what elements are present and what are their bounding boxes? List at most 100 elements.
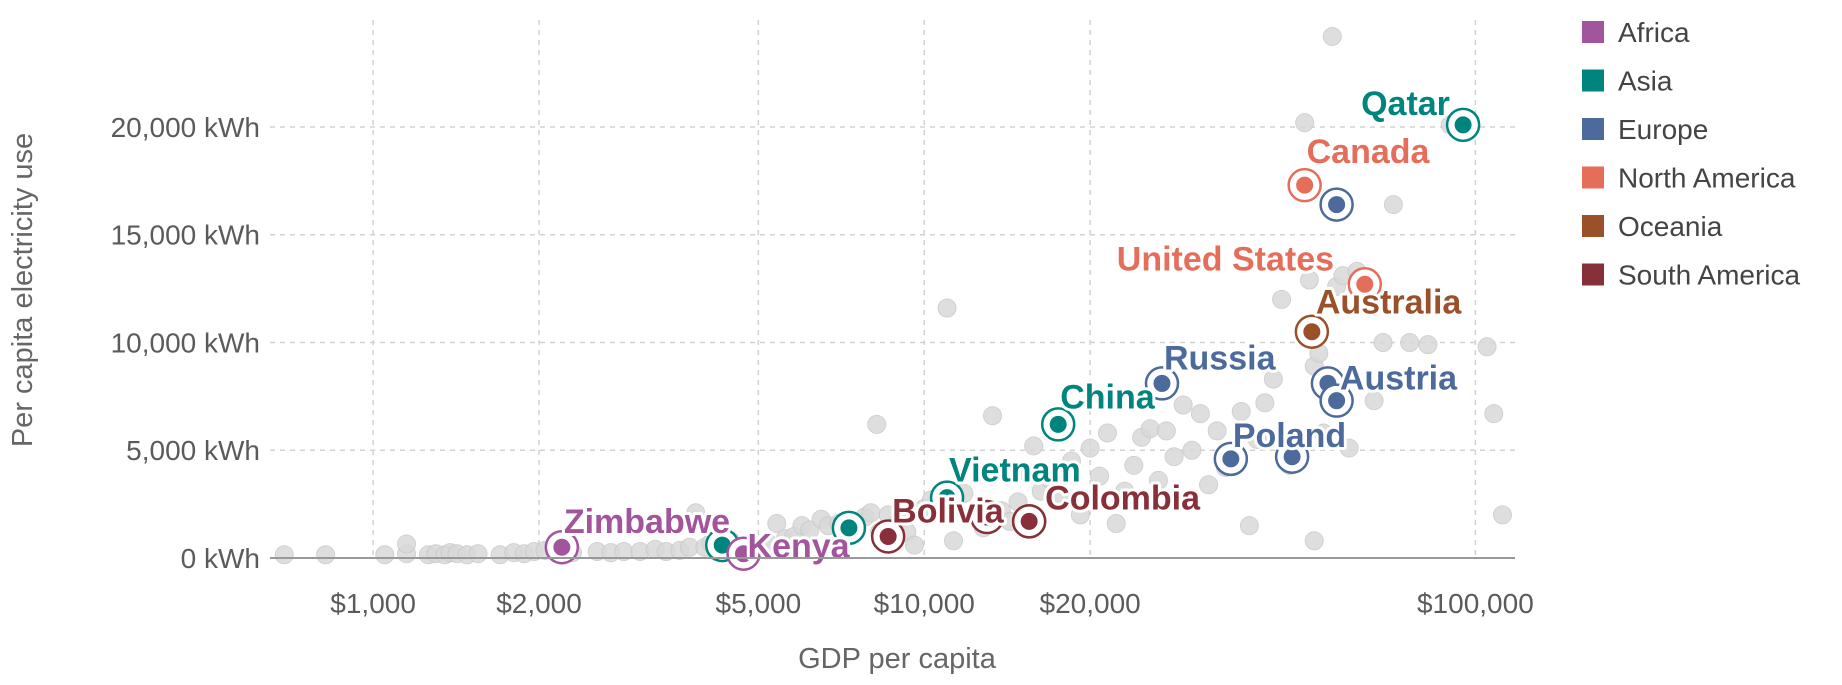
- legend-label: Africa: [1618, 17, 1690, 48]
- data-point-poland[interactable]: [1221, 449, 1241, 469]
- y-tick-label: 5,000 kWh: [126, 435, 260, 466]
- data-point-asia[interactable]: [839, 518, 859, 538]
- legend-swatch: [1582, 69, 1604, 92]
- data-point-europe[interactable]: [1282, 447, 1302, 467]
- data-point: [1080, 438, 1100, 458]
- point-label-kenya: Kenya: [748, 528, 851, 566]
- y-tick-label: 20,000 kWh: [111, 112, 260, 143]
- data-point: [274, 545, 294, 565]
- y-tick-label: 15,000 kWh: [111, 220, 260, 251]
- data-point: [1024, 436, 1044, 456]
- data-point: [1016, 462, 1036, 482]
- data-point-vietnam[interactable]: [937, 488, 957, 508]
- data-point-china[interactable]: [1048, 414, 1068, 434]
- data-point: [316, 545, 336, 565]
- data-point: [1272, 289, 1292, 309]
- data-point-australia[interactable]: [1302, 322, 1322, 342]
- data-point-bolivia[interactable]: [878, 526, 898, 546]
- data-point: [1493, 505, 1513, 525]
- x-tick-label: $2,000: [496, 588, 582, 619]
- data-point: [1313, 423, 1333, 443]
- data-point: [1295, 113, 1315, 133]
- y-tick-label: 10,000 kWh: [111, 327, 260, 358]
- data-point: [904, 535, 924, 555]
- point-label-austria: Austria: [1340, 359, 1458, 397]
- data-point-canada[interactable]: [1295, 175, 1315, 195]
- data-point: [468, 544, 488, 564]
- point-label-russia: Russia: [1164, 339, 1277, 377]
- data-point-colombia[interactable]: [1019, 511, 1039, 531]
- data-point: [1207, 421, 1227, 441]
- point-label-poland: Poland: [1233, 417, 1346, 455]
- y-axis-title: Per capita electricity use: [7, 133, 39, 447]
- data-point: [1304, 531, 1324, 551]
- legend-item-africa[interactable]: Africa: [1582, 17, 1690, 48]
- data-point: [375, 545, 395, 565]
- x-tick-label: $1,000: [330, 588, 416, 619]
- point-label-zimbabwe: Zimbabwe: [564, 503, 730, 541]
- legend-label: Asia: [1618, 66, 1673, 97]
- data-point-europe[interactable]: [1327, 195, 1347, 215]
- data-point: [1124, 455, 1144, 475]
- data-point: [1484, 404, 1504, 424]
- point-label-bolivia: Bolivia: [892, 492, 1005, 530]
- legend-label: Oceania: [1618, 211, 1723, 242]
- point-label-china: China: [1060, 378, 1156, 416]
- x-tick-label: $10,000: [874, 588, 975, 619]
- legend-swatch: [1582, 166, 1604, 189]
- legend-item-asia[interactable]: Asia: [1582, 66, 1673, 97]
- legend-item-north-america[interactable]: North America: [1582, 163, 1796, 194]
- legend-item-south-america[interactable]: South America: [1582, 260, 1801, 291]
- legend-label: North America: [1618, 163, 1796, 194]
- legend-item-europe[interactable]: Europe: [1582, 114, 1708, 145]
- x-tick-label: $5,000: [716, 588, 802, 619]
- data-point-qatar[interactable]: [1453, 115, 1473, 135]
- legend-swatch: [1582, 21, 1604, 43]
- data-point: [1061, 451, 1081, 471]
- data-point: [1239, 516, 1259, 536]
- data-point: [1173, 395, 1193, 415]
- data-point: [1299, 270, 1319, 290]
- point-label-canada: Canada: [1307, 133, 1431, 171]
- data-point: [1247, 429, 1267, 449]
- x-tick-label: $100,000: [1417, 588, 1534, 619]
- legend-label: Europe: [1618, 114, 1708, 145]
- point-label-qatar: Qatar: [1361, 85, 1450, 123]
- grid: [270, 20, 1515, 558]
- data-point: [1263, 369, 1283, 389]
- data-point: [1418, 335, 1438, 355]
- data-point: [397, 534, 417, 554]
- data-point-russia[interactable]: [1152, 373, 1172, 393]
- data-point-south-america[interactable]: [977, 507, 997, 527]
- data-point: [1115, 481, 1135, 501]
- legend-swatch: [1582, 263, 1604, 286]
- data-point: [861, 503, 881, 523]
- data-point: [1041, 470, 1061, 490]
- legend-item-oceania[interactable]: Oceania: [1582, 211, 1723, 242]
- legend[interactable]: Africa Asia Europe North America Oceania Sout…: [1582, 17, 1801, 291]
- data-point: [1339, 438, 1359, 458]
- data-point: [1182, 440, 1202, 460]
- data-point: [1164, 447, 1184, 467]
- point-label-united-states: United States: [1117, 240, 1334, 278]
- data-point: [983, 406, 1003, 426]
- data-point: [1190, 404, 1210, 424]
- x-axis-title: GDP per capita: [798, 643, 997, 675]
- data-point: [1090, 466, 1110, 486]
- data-point: [1322, 26, 1342, 46]
- data-point: [944, 531, 964, 551]
- data-point-united-states[interactable]: [1355, 274, 1375, 294]
- y-tick-label: 0 kWh: [181, 543, 260, 574]
- data-point: [1400, 332, 1420, 352]
- data-point-europe[interactable]: [1327, 391, 1347, 411]
- data-point: [1070, 505, 1090, 525]
- data-point-zimbabwe[interactable]: [552, 537, 572, 557]
- highlighted-points: [544, 107, 1481, 571]
- data-point: [1255, 393, 1275, 413]
- data-point: [1148, 470, 1168, 490]
- axes: $1,000 $2,000 $5,000 $10,000 $20,000 $100,000…: [7, 112, 1534, 675]
- data-point: [767, 514, 787, 534]
- data-point: [1383, 195, 1403, 215]
